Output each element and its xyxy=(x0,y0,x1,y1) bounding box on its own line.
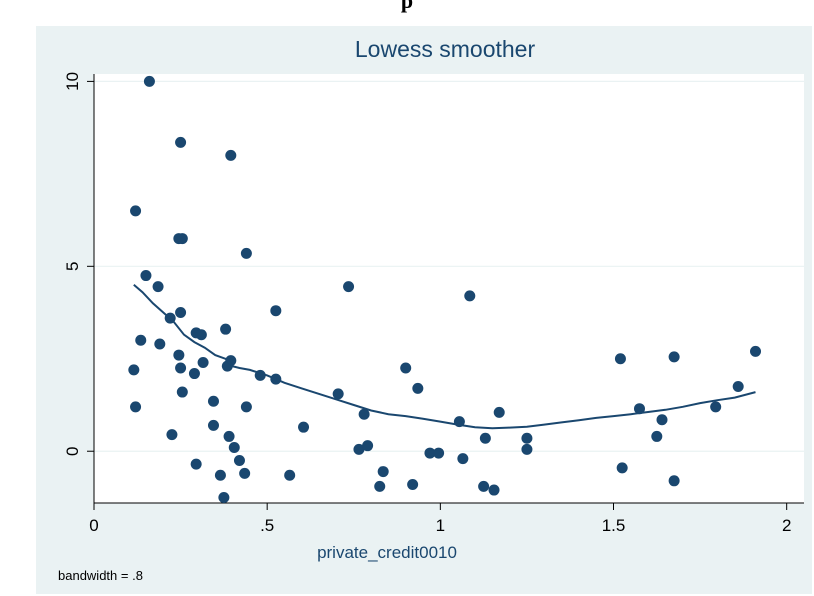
scatter-point-69 xyxy=(478,480,490,492)
scatter-point-52 xyxy=(353,443,365,455)
scatter-point-42 xyxy=(358,408,370,420)
grid-layer xyxy=(94,80,804,452)
chart-title: Lowess smoother xyxy=(355,36,536,62)
scatter-point-64 xyxy=(377,466,389,478)
scatter-point-58 xyxy=(233,454,245,466)
plot-area xyxy=(94,74,804,503)
scatter-point-35 xyxy=(332,388,344,400)
scatter-point-41 xyxy=(493,406,505,418)
points-layer xyxy=(128,75,762,503)
scatter-point-56 xyxy=(433,447,445,459)
scatter-point-54 xyxy=(228,442,240,454)
graph-region: 0 .5 1 1.5 2 0 5 10 Lowess smoother private_cre… xyxy=(36,26,812,594)
scatter-point-2 xyxy=(225,149,237,161)
scatter-point-61 xyxy=(214,469,226,481)
scatter-point-71 xyxy=(218,491,230,503)
scatter-point-62 xyxy=(239,467,251,479)
scatter-point-43 xyxy=(656,414,668,426)
x-tick-label-4: 2 xyxy=(782,516,791,535)
x-tick-label-3: 1.5 xyxy=(602,516,626,535)
scatter-point-14 xyxy=(220,323,232,335)
scatter-point-24 xyxy=(614,353,626,365)
scatter-point-39 xyxy=(633,403,645,415)
scatter-point-48 xyxy=(223,430,235,442)
lowess-line xyxy=(133,284,756,430)
scatter-point-60 xyxy=(190,458,202,470)
scatter-point-7 xyxy=(140,270,152,282)
scatter-point-1 xyxy=(175,136,187,148)
scatter-point-45 xyxy=(207,419,219,431)
x-tick-label-1: .5 xyxy=(260,516,274,535)
scatter-point-36 xyxy=(207,395,219,407)
scatter-point-66 xyxy=(668,475,680,487)
x-axis-title: private_credit0010 xyxy=(317,543,457,562)
scatter-point-34 xyxy=(176,386,188,398)
scatter-point-65 xyxy=(616,462,628,474)
y-tick-label-2: 10 xyxy=(63,72,82,91)
scatter-point-9 xyxy=(343,281,355,293)
scatter-point-21 xyxy=(197,356,209,368)
line-layer xyxy=(133,284,756,430)
scatter-point-3 xyxy=(130,205,142,217)
page-heading: p xyxy=(400,0,414,13)
scatter-point-28 xyxy=(188,368,200,380)
scatter-point-19 xyxy=(173,349,185,361)
scatter-point-67 xyxy=(374,480,386,492)
scatter-point-29 xyxy=(400,362,412,374)
scatter-point-6 xyxy=(240,247,252,259)
y-tick-label-0: 0 xyxy=(63,446,82,455)
scatter-point-12 xyxy=(270,305,282,317)
x-tick-label-0: 0 xyxy=(89,516,98,535)
scatter-point-47 xyxy=(166,429,178,441)
scatter-point-59 xyxy=(457,453,469,465)
y-tick-label-1: 5 xyxy=(63,262,82,271)
scatter-point-57 xyxy=(521,443,533,455)
scatter-point-0 xyxy=(143,75,155,87)
scatter-point-15 xyxy=(135,334,147,346)
x-tick-label-2: 1 xyxy=(436,516,445,535)
scatter-point-70 xyxy=(488,484,500,496)
scatter-point-55 xyxy=(424,447,436,459)
bandwidth-note: bandwidth = .8 xyxy=(58,568,143,583)
scatter-point-38 xyxy=(240,401,252,413)
scatter-point-10 xyxy=(464,290,476,302)
scatter-point-8 xyxy=(152,281,164,293)
scatter-point-5 xyxy=(176,233,188,245)
scatter-point-23 xyxy=(750,345,762,357)
scatter-point-17 xyxy=(195,329,207,341)
scatter-point-46 xyxy=(298,421,310,433)
lowess-chart: 0 .5 1 1.5 2 0 5 10 Lowess smoother private_cre… xyxy=(58,36,804,583)
scatter-point-26 xyxy=(128,364,140,376)
scatter-point-37 xyxy=(130,401,142,413)
scatter-point-49 xyxy=(479,432,491,444)
scatter-point-51 xyxy=(651,430,663,442)
scatter-point-27 xyxy=(175,362,187,374)
scatter-point-11 xyxy=(175,307,187,319)
scatter-point-68 xyxy=(407,479,419,491)
axes-layer: 0 .5 1 1.5 2 0 5 10 xyxy=(63,72,804,535)
scatter-point-32 xyxy=(412,382,424,394)
scatter-point-63 xyxy=(284,469,296,481)
scatter-point-33 xyxy=(732,381,744,393)
scatter-point-18 xyxy=(154,338,166,350)
scatter-point-50 xyxy=(521,432,533,444)
scatter-point-40 xyxy=(710,401,722,413)
scatter-point-25 xyxy=(668,351,680,363)
scatter-point-53 xyxy=(362,440,374,452)
